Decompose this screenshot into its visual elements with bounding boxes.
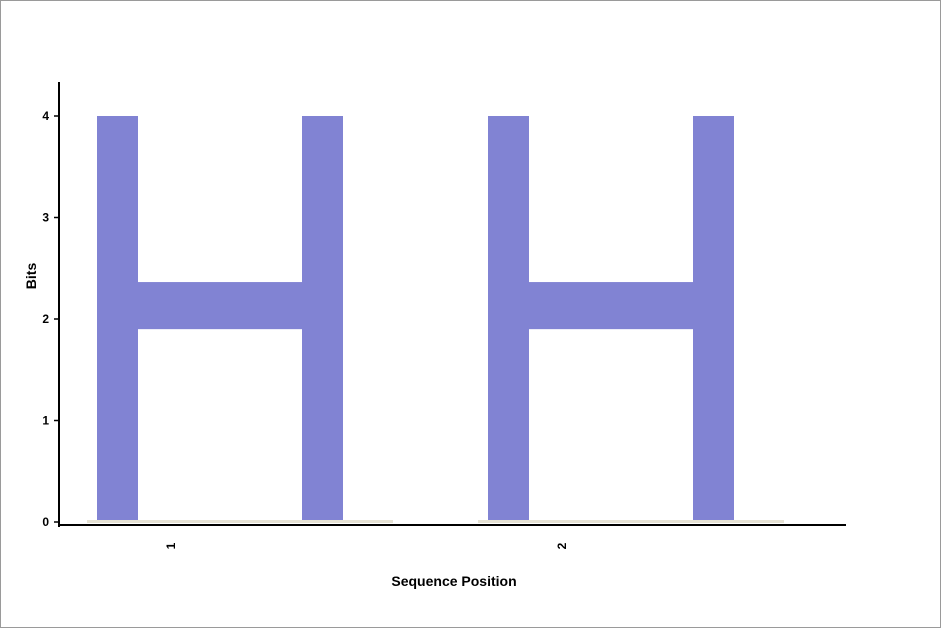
y-tick-label: 2	[42, 312, 49, 326]
y-tick-label: 4	[42, 109, 49, 123]
residual-letters-band	[87, 520, 393, 523]
x-axis-title: Sequence Position	[391, 573, 516, 589]
letter-h-glyph	[488, 116, 734, 522]
y-axis: 0 1 2 3 4	[42, 82, 60, 529]
y-tick-label: 1	[42, 414, 49, 428]
plot-area	[87, 116, 784, 523]
x-tick-label: 1	[164, 542, 178, 549]
y-tick-label: 3	[42, 211, 49, 225]
letter-h-glyph	[97, 116, 343, 522]
residual-letters-band	[478, 520, 784, 523]
y-tick-label: 0	[42, 515, 49, 529]
x-tick-label: 2	[555, 542, 569, 549]
y-axis-title: Bits	[23, 263, 39, 290]
